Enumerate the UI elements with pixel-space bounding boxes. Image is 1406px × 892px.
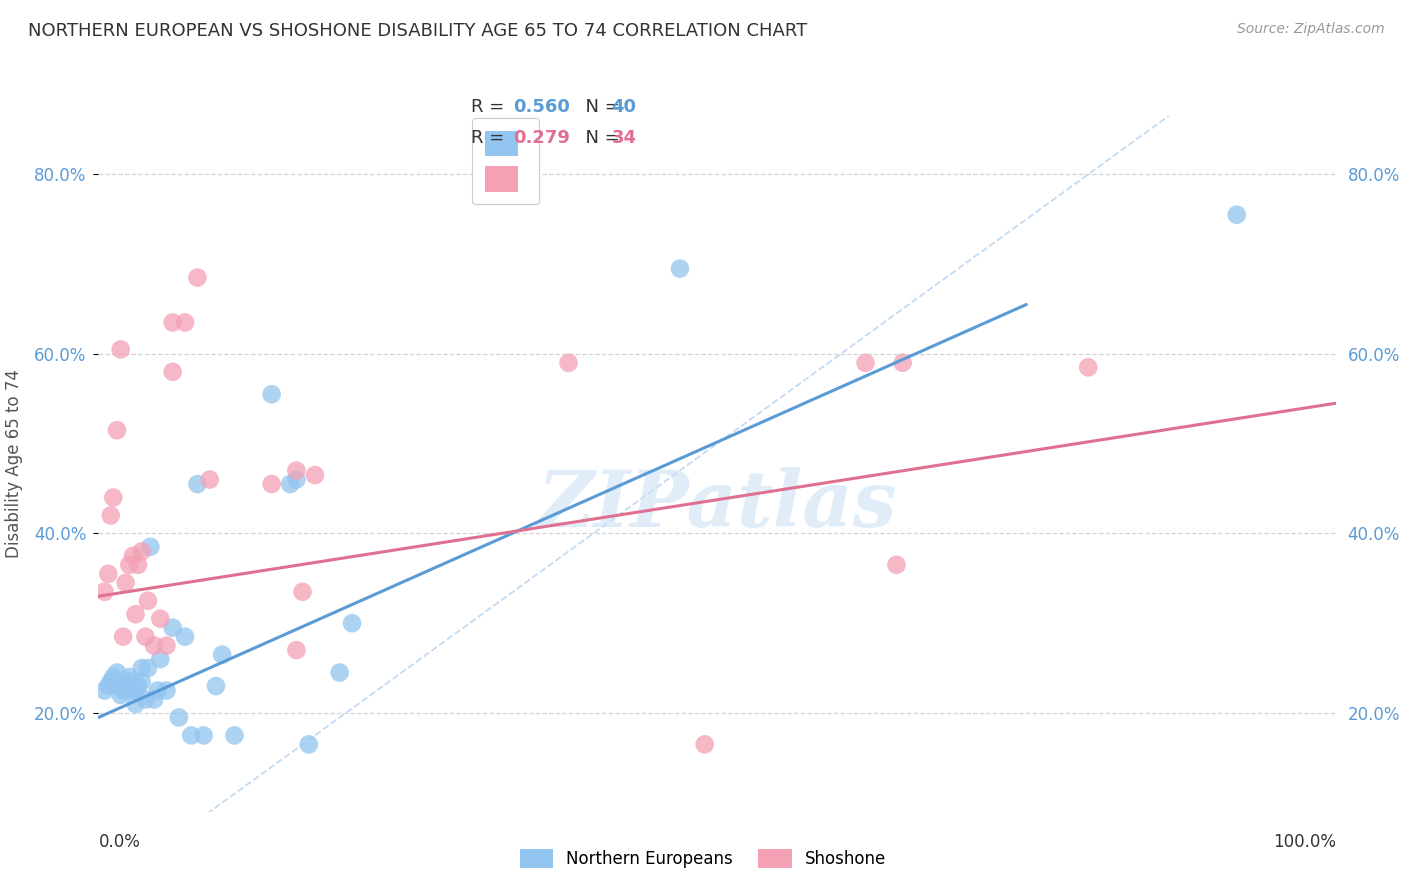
Point — [143, 692, 166, 706]
Point — [103, 670, 125, 684]
Text: Source: ZipAtlas.com: Source: ZipAtlas.com — [1237, 22, 1385, 37]
Point — [205, 679, 228, 693]
Point — [131, 661, 153, 675]
Point — [260, 387, 283, 401]
Point — [149, 652, 172, 666]
Point — [143, 639, 166, 653]
Point — [155, 683, 177, 698]
Text: 0.560: 0.560 — [513, 98, 569, 116]
Point — [557, 356, 579, 370]
Point — [105, 665, 128, 680]
Point — [124, 607, 146, 622]
Text: N =: N = — [574, 129, 626, 147]
Point — [112, 630, 135, 644]
Point — [155, 639, 177, 653]
Point — [97, 679, 120, 693]
Point — [118, 670, 141, 684]
Point — [211, 648, 233, 662]
Point — [174, 315, 197, 329]
Point — [1226, 208, 1249, 222]
Point — [127, 558, 149, 572]
Point — [124, 683, 146, 698]
Point — [97, 566, 120, 581]
Point — [186, 477, 208, 491]
Text: 40: 40 — [612, 98, 637, 116]
Text: N =: N = — [574, 98, 626, 116]
Point — [131, 674, 153, 689]
Point — [162, 315, 184, 329]
Point — [110, 343, 132, 357]
Text: R =: R = — [471, 129, 510, 147]
Point — [285, 464, 308, 478]
Point — [112, 683, 135, 698]
Point — [100, 674, 122, 689]
Point — [167, 710, 190, 724]
Point — [669, 261, 692, 276]
Point — [114, 575, 136, 590]
Point — [291, 584, 314, 599]
Point — [162, 621, 184, 635]
Point — [146, 683, 169, 698]
Text: 0.279: 0.279 — [513, 129, 569, 147]
Point — [122, 549, 145, 563]
Point — [134, 692, 156, 706]
Point — [122, 683, 145, 698]
Point — [162, 365, 184, 379]
Y-axis label: Disability Age 65 to 74: Disability Age 65 to 74 — [6, 369, 22, 558]
Text: NORTHERN EUROPEAN VS SHOSHONE DISABILITY AGE 65 TO 74 CORRELATION CHART: NORTHERN EUROPEAN VS SHOSHONE DISABILITY… — [28, 22, 807, 40]
Point — [134, 630, 156, 644]
Point — [260, 477, 283, 491]
Point — [891, 356, 914, 370]
Point — [285, 473, 308, 487]
Point — [224, 728, 246, 742]
Point — [149, 612, 172, 626]
Point — [110, 688, 132, 702]
Point — [127, 679, 149, 693]
Point — [136, 593, 159, 607]
Point — [278, 477, 301, 491]
Point — [103, 491, 125, 505]
Point — [100, 508, 122, 523]
Text: 100.0%: 100.0% — [1272, 832, 1336, 851]
Legend: Northern Europeans, Shoshone: Northern Europeans, Shoshone — [513, 842, 893, 875]
Point — [193, 728, 215, 742]
Point — [1077, 360, 1099, 375]
Point — [693, 738, 716, 752]
Point — [105, 423, 128, 437]
Text: 34: 34 — [612, 129, 637, 147]
Point — [118, 558, 141, 572]
Point — [174, 630, 197, 644]
Point — [131, 544, 153, 558]
Point — [93, 683, 115, 698]
Text: 0.0%: 0.0% — [98, 832, 141, 851]
Point — [285, 643, 308, 657]
Point — [186, 270, 208, 285]
Point — [855, 356, 877, 370]
Point — [124, 697, 146, 711]
Point — [298, 738, 321, 752]
Text: R =: R = — [471, 98, 510, 116]
Point — [329, 665, 352, 680]
Point — [93, 584, 115, 599]
Point — [136, 661, 159, 675]
Legend: , : , — [472, 118, 540, 204]
Point — [304, 468, 326, 483]
Text: ZIPatlas: ZIPatlas — [537, 467, 897, 544]
Point — [180, 728, 202, 742]
Point — [340, 616, 363, 631]
Point — [114, 679, 136, 693]
Point — [118, 674, 141, 689]
Point — [198, 473, 221, 487]
Point — [886, 558, 908, 572]
Point — [139, 540, 162, 554]
